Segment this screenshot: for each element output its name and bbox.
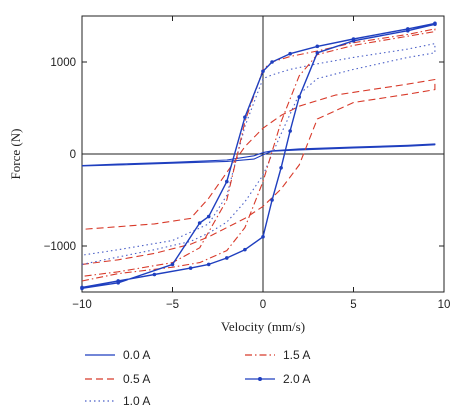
x-tick-label: 0 bbox=[260, 299, 266, 311]
legend-item: 1.5 A bbox=[245, 348, 310, 362]
data-point bbox=[270, 198, 274, 202]
series-line bbox=[81, 28, 436, 282]
data-point bbox=[243, 247, 247, 252]
series-2-0-a bbox=[80, 21, 437, 291]
series-line bbox=[81, 22, 436, 289]
data-point bbox=[279, 166, 283, 170]
legend: 0.0 A 0.5 A 1.0 A 1.5 A 2.0 A bbox=[85, 348, 310, 408]
axis-ticks: −10 −5 0 5 10 −1000 0 1000 bbox=[44, 16, 451, 311]
legend-item: 0.5 A bbox=[85, 372, 150, 386]
y-tick-label: 1000 bbox=[50, 57, 76, 69]
data-point bbox=[152, 272, 157, 277]
legend-label: 0.0 A bbox=[123, 348, 150, 362]
series-1-5-a bbox=[81, 28, 436, 282]
legend-label: 2.0 A bbox=[283, 372, 310, 386]
data-point bbox=[225, 256, 229, 260]
data-point bbox=[351, 37, 356, 41]
legend-item: 1.0 A bbox=[85, 394, 150, 408]
series-line bbox=[81, 143, 436, 167]
x-axis-label: Velocity (mm/s) bbox=[221, 319, 305, 334]
y-axis-label: Force (N) bbox=[8, 129, 23, 180]
series-layer bbox=[80, 21, 437, 291]
series-0-5-a bbox=[81, 78, 436, 265]
legend-marker bbox=[258, 377, 262, 381]
y-tick-label: −1000 bbox=[44, 241, 76, 253]
data-point bbox=[288, 51, 292, 56]
data-point bbox=[406, 27, 410, 31]
data-point bbox=[261, 69, 265, 73]
series-line bbox=[81, 78, 436, 265]
data-point bbox=[270, 60, 274, 64]
data-point bbox=[261, 235, 265, 239]
data-point bbox=[206, 262, 211, 267]
data-point bbox=[206, 214, 211, 219]
data-point bbox=[170, 262, 175, 267]
legend-label: 0.5 A bbox=[123, 372, 150, 386]
data-point bbox=[188, 266, 193, 270]
x-tick-label: −10 bbox=[72, 299, 92, 311]
y-tick-label: 0 bbox=[70, 149, 76, 161]
data-point bbox=[297, 95, 302, 99]
x-tick-label: −5 bbox=[166, 299, 179, 311]
x-tick-label: 5 bbox=[350, 299, 356, 311]
legend-label: 1.5 A bbox=[283, 348, 310, 362]
data-point bbox=[433, 21, 437, 26]
data-point bbox=[197, 221, 202, 225]
legend-item: 2.0 A bbox=[245, 372, 310, 386]
data-point bbox=[315, 44, 320, 49]
data-point bbox=[116, 281, 120, 285]
data-point bbox=[80, 286, 84, 291]
data-point bbox=[243, 115, 247, 119]
legend-item: 0.0 A bbox=[85, 348, 150, 362]
data-point bbox=[225, 179, 229, 184]
x-tick-label: 10 bbox=[438, 299, 451, 311]
zero-lines bbox=[82, 16, 444, 292]
data-point bbox=[288, 129, 292, 133]
series-0-0-a bbox=[81, 143, 436, 167]
legend-label: 1.0 A bbox=[123, 394, 150, 408]
data-point bbox=[315, 51, 320, 55]
